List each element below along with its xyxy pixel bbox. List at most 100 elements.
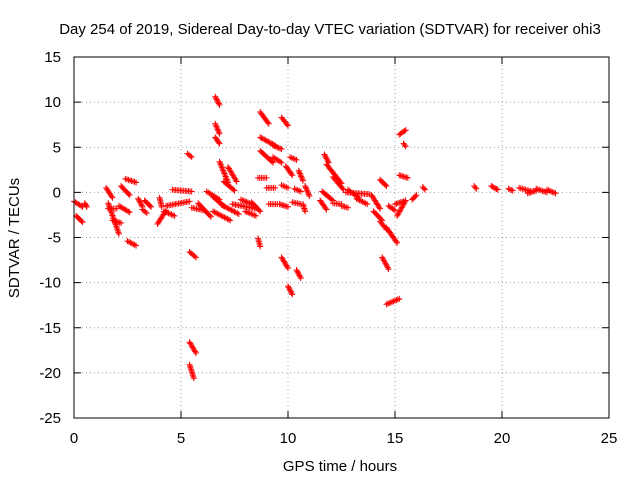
data-point <box>118 220 125 227</box>
data-point <box>231 187 238 194</box>
data-point <box>299 176 306 183</box>
data-point <box>278 159 285 166</box>
data-point <box>191 253 198 260</box>
x-tick-label: 15 <box>387 430 404 447</box>
data-point <box>401 141 408 148</box>
data-point <box>270 142 277 149</box>
data-point <box>392 207 398 214</box>
data-point <box>490 184 497 191</box>
data-point <box>83 203 90 210</box>
data-point <box>303 187 310 194</box>
data-point <box>304 188 311 195</box>
data-point <box>158 203 165 210</box>
data-point <box>212 120 219 127</box>
data-point <box>492 185 499 192</box>
data-point <box>376 204 383 211</box>
data-point <box>278 146 285 153</box>
data-point <box>322 154 329 161</box>
data-point <box>548 188 555 195</box>
data-point <box>223 174 230 181</box>
data-point <box>323 206 330 213</box>
data-point <box>302 184 309 191</box>
data-point <box>233 178 240 185</box>
data-point <box>257 134 264 141</box>
y-tick-label: -20 <box>39 365 61 382</box>
data-point <box>215 99 222 106</box>
data-point <box>390 206 397 213</box>
data-point <box>240 197 247 204</box>
data-point <box>133 179 140 186</box>
data-point <box>322 205 329 212</box>
data-point <box>221 170 228 177</box>
data-point <box>283 121 290 128</box>
data-point <box>266 139 273 146</box>
data-point <box>213 123 220 130</box>
data-point <box>79 219 86 226</box>
data-point <box>213 96 220 103</box>
data-point <box>295 167 302 174</box>
data-point <box>420 185 427 192</box>
y-tick-label: 15 <box>44 49 61 66</box>
data-point <box>297 188 304 195</box>
data-point <box>389 298 396 305</box>
x-tick-label: 5 <box>177 430 185 447</box>
data-point <box>508 186 515 193</box>
data-point <box>506 186 513 193</box>
data-point <box>262 137 269 144</box>
data-point <box>305 190 312 197</box>
data-point <box>285 203 291 210</box>
data-point <box>219 166 226 173</box>
data-point <box>235 211 242 218</box>
data-point <box>265 138 272 145</box>
data-point <box>138 202 145 209</box>
data-point <box>285 122 291 129</box>
data-point <box>230 186 237 193</box>
data-point <box>125 190 132 197</box>
data-point <box>543 186 550 193</box>
data-point <box>125 208 132 215</box>
data-point <box>339 185 346 192</box>
data-point <box>239 197 246 204</box>
data-point <box>217 160 224 167</box>
data-point <box>188 154 195 161</box>
data-point <box>306 192 313 199</box>
data-point <box>386 300 393 307</box>
data-point <box>344 204 351 211</box>
data-point <box>135 197 142 204</box>
data-point <box>188 188 195 195</box>
data-point <box>297 171 304 178</box>
data-point <box>299 177 306 184</box>
data-point <box>390 298 397 305</box>
data-point <box>413 192 420 199</box>
y-tick-label: -5 <box>48 230 61 247</box>
data-point <box>277 158 284 165</box>
y-tick-label: -25 <box>39 410 61 427</box>
data-point <box>387 299 394 306</box>
data-point <box>393 238 400 245</box>
data-point <box>252 212 259 219</box>
data-point <box>135 195 142 202</box>
data-point <box>148 203 155 210</box>
y-axis-label: SDTVAR / TECUs <box>6 178 23 298</box>
data-point <box>394 239 401 246</box>
y-tick-label: -15 <box>39 320 61 337</box>
data-point <box>261 136 268 143</box>
tick-labels: 0 5 10 15 20 25 -25 -20 -15 -10 -5 0 5 10 15 <box>39 49 617 447</box>
x-tick-label: 0 <box>70 430 78 447</box>
data-point <box>222 173 229 180</box>
data-point <box>285 184 291 191</box>
chart-title: Day 254 of 2019, Sidereal Day-to-day VTE… <box>59 21 601 38</box>
data-point <box>293 266 300 273</box>
data-point <box>214 125 221 132</box>
data-point <box>297 275 304 282</box>
data-point <box>322 152 329 159</box>
x-axis-label: GPS time / hours <box>283 458 397 475</box>
data-point <box>217 161 224 168</box>
data-point <box>187 152 194 159</box>
data-point <box>220 169 227 176</box>
data-point <box>256 207 263 214</box>
data-point <box>546 187 553 194</box>
data-point <box>396 295 403 302</box>
data-point <box>303 185 310 192</box>
data-point <box>133 242 140 249</box>
